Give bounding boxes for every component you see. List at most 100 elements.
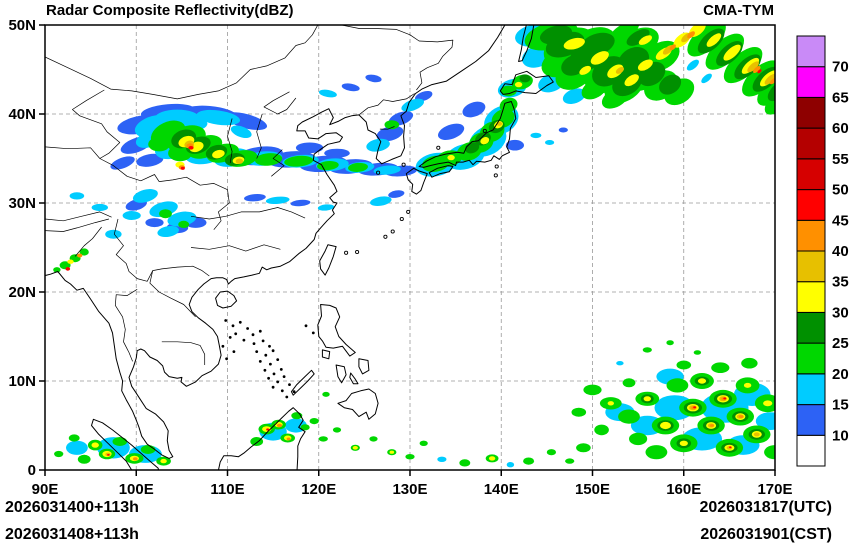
colorbar-box: [796, 281, 826, 313]
radar-echo: [437, 123, 465, 140]
coastline: [91, 418, 159, 470]
radar-echo: [462, 101, 486, 118]
radar-echo: [322, 391, 330, 397]
y-tick-label: 40N: [8, 106, 36, 123]
radar-echo: [622, 378, 636, 388]
border-line: [45, 211, 112, 222]
island: [493, 173, 498, 178]
radar-echo: [244, 193, 266, 202]
island: [390, 229, 395, 234]
y-tick-label: 0: [28, 462, 36, 479]
radar-echo: [79, 248, 89, 256]
radar-echo: [729, 446, 732, 449]
radar-echo: [300, 424, 310, 431]
border-line: [379, 126, 395, 130]
radar-echo: [659, 74, 682, 95]
island: [436, 145, 441, 150]
colorbar-label: 40: [832, 243, 849, 260]
speckle-echo: [288, 383, 291, 386]
radar-echo: [530, 132, 542, 139]
border-line: [114, 289, 138, 362]
radar-echo: [590, 51, 609, 65]
speckle-echo: [282, 375, 286, 378]
radar-echo: [747, 61, 759, 73]
radar-echo: [295, 142, 324, 154]
y-tick-label: 20N: [8, 284, 36, 301]
speckle-echo: [231, 324, 235, 328]
radar-echo: [563, 37, 585, 50]
speckle-echo: [267, 376, 270, 380]
radar-echo: [67, 259, 74, 264]
radar-echo: [140, 445, 156, 454]
radar-echo: [693, 406, 697, 409]
colorbar-box: [796, 66, 826, 98]
colorbar-label: 35: [832, 274, 849, 291]
radar-echo: [376, 125, 404, 142]
radar-echo: [755, 412, 775, 430]
radar-echo: [480, 137, 490, 145]
radar-echo: [739, 415, 744, 418]
coastline: [215, 290, 238, 309]
speckle-echo: [252, 342, 256, 345]
x-tick-label: 160E: [666, 481, 701, 498]
radar-echo: [91, 203, 109, 212]
radar-echo: [168, 145, 192, 162]
radar-echo: [607, 401, 614, 406]
radar-echo: [69, 192, 85, 200]
radar-echo: [107, 454, 110, 456]
radar-echo: [558, 127, 568, 133]
radar-echo: [645, 445, 668, 460]
radar-echo: [676, 360, 692, 370]
coastline: [335, 364, 347, 384]
radar-echo: [616, 361, 624, 366]
colorbar: 10 15 20 25 30 35 40 45 50 55 60 65 70: [796, 35, 849, 467]
island: [406, 209, 411, 214]
border-line: [149, 270, 196, 318]
border-line: [190, 244, 281, 252]
border-line: [161, 341, 206, 365]
radar-echo: [132, 189, 158, 203]
radar-echo: [405, 454, 415, 460]
border-line: [263, 91, 297, 115]
speckle-echo: [285, 395, 289, 399]
radar-echo: [389, 450, 395, 454]
radar-echo: [764, 445, 775, 460]
y-tick-label: 10N: [8, 373, 36, 390]
radar-echo: [624, 74, 639, 87]
init-time-line2: 2026031408+113h: [5, 526, 139, 543]
radar-echo: [54, 450, 64, 458]
radar-echo: [539, 25, 573, 45]
radar-echo: [318, 436, 328, 442]
radar-echo: [324, 148, 350, 158]
radar-echo: [626, 29, 650, 46]
radar-echo: [180, 166, 185, 170]
radar-echo: [687, 31, 695, 39]
island: [376, 170, 381, 175]
speckle-echo: [292, 390, 296, 394]
colorbar-box: [796, 311, 826, 344]
coastline: [499, 70, 554, 95]
colorbar-label: 15: [832, 397, 849, 414]
radar-echo: [212, 149, 225, 159]
y-tick-label: 50N: [8, 17, 36, 34]
radar-echo: [706, 33, 722, 47]
radar-echo: [666, 378, 689, 393]
radar-echo: [148, 137, 171, 152]
radar-echo: [265, 196, 290, 205]
radar-echo: [666, 340, 674, 346]
radar-echo: [576, 443, 591, 453]
radar-echo: [615, 66, 624, 74]
radar-echo: [317, 161, 339, 171]
speckle-echo: [311, 331, 315, 335]
radar-echo: [157, 225, 179, 238]
radar-echo: [235, 158, 244, 164]
radar-echo: [370, 196, 392, 207]
colorbar-label: 30: [832, 304, 849, 321]
radar-echo: [133, 457, 138, 461]
border-line: [45, 218, 109, 232]
radar-echo: [500, 85, 517, 97]
speckle-echo: [271, 349, 275, 353]
radar-echo: [459, 459, 471, 467]
speckle-echo: [225, 357, 229, 361]
